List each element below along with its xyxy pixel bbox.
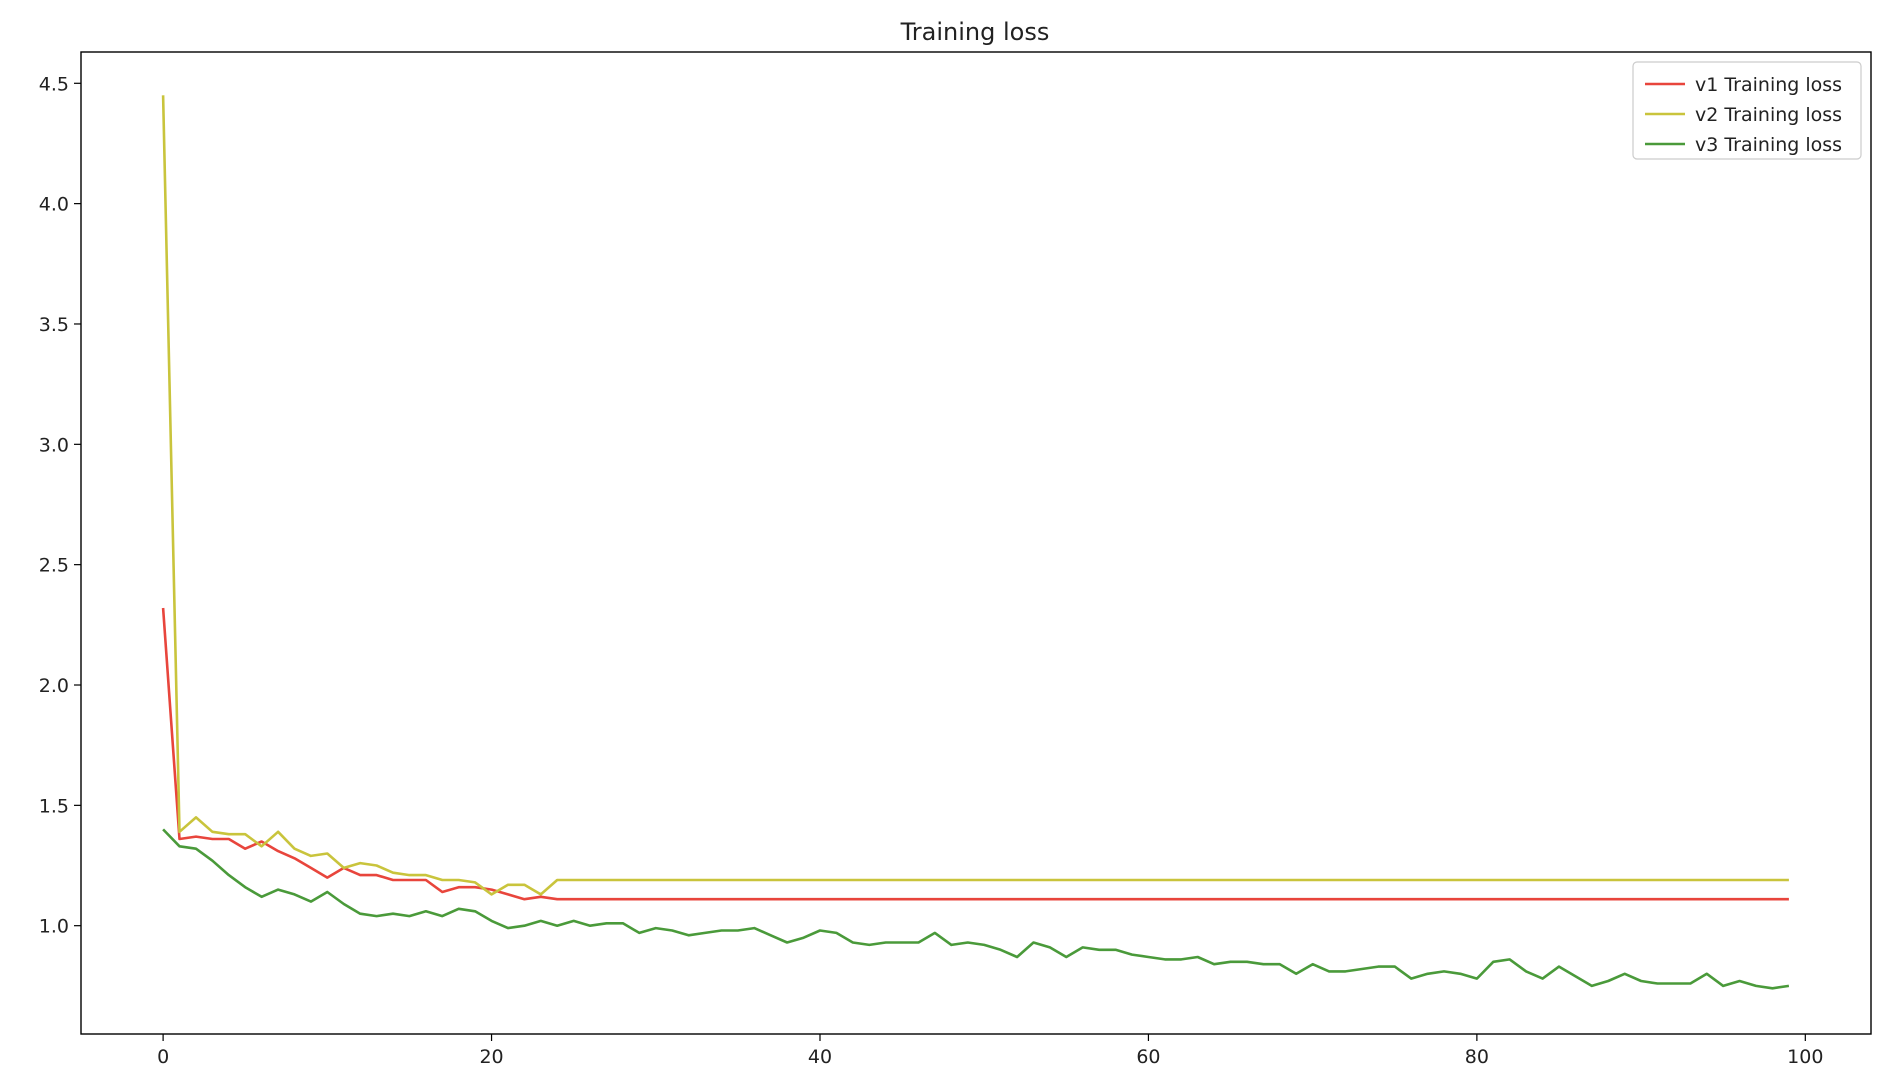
plot-area <box>80 51 1872 1035</box>
y-tick-label: 1.5 <box>39 795 69 817</box>
x-tick-label: 40 <box>808 1046 832 1068</box>
legend-label: v1 Training loss <box>1695 74 1842 96</box>
series-line-3 <box>162 828 1790 990</box>
x-tick-label: 0 <box>157 1046 169 1068</box>
y-tick-label: 2.0 <box>39 675 69 697</box>
x-tick-label: 60 <box>1136 1046 1160 1068</box>
plot-frame <box>80 51 1872 1035</box>
legend-box <box>1632 61 1862 160</box>
y-tick-label: 2.5 <box>39 555 69 577</box>
x-tick-label: 80 <box>1465 1046 1489 1068</box>
y-tick-label: 1.0 <box>39 916 69 938</box>
y-tick-label: 4.5 <box>39 73 69 95</box>
y-tick-label: 3.0 <box>39 434 69 456</box>
x-axis: 0 20 40 60 80 100 <box>157 1034 1823 1068</box>
legend: v1 Training loss v2 Training loss v3 Train… <box>1632 61 1862 160</box>
series-line-1 <box>161 607 1789 901</box>
legend-label: v2 Training loss <box>1695 104 1842 126</box>
x-tick-label: 100 <box>1787 1046 1823 1068</box>
y-tick-label: 3.5 <box>39 314 69 336</box>
y-axis: 1.0 1.5 2.0 2.5 3.0 3.5 4.0 4.5 <box>39 73 81 938</box>
x-tick-label: 20 <box>479 1046 503 1068</box>
chart-title: Training loss <box>900 18 1050 46</box>
series-line-2 <box>161 95 1789 896</box>
y-tick-label: 4.0 <box>39 194 69 216</box>
legend-label: v3 Training loss <box>1695 134 1842 156</box>
